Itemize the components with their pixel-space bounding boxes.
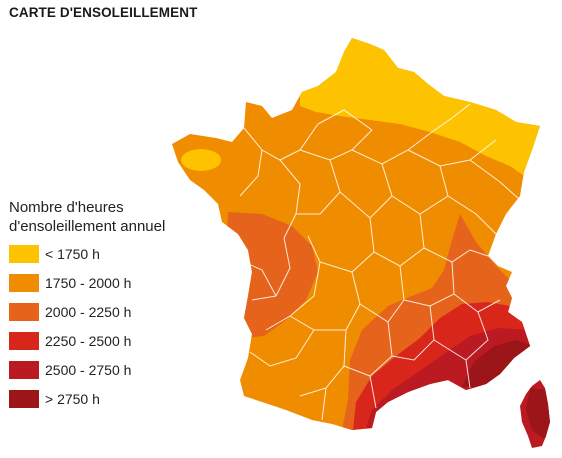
- region-borders: [239, 103, 521, 421]
- legend-item: 2500 - 2750 h: [9, 360, 165, 379]
- legend: Nombre d'heures d'ensoleillement annuel …: [9, 198, 165, 418]
- legend-item: 2250 - 2500 h: [9, 331, 165, 350]
- legend-swatch: [9, 360, 39, 379]
- legend-swatch: [9, 302, 39, 321]
- zone-lt-1750-brittany: [181, 149, 221, 171]
- legend-item: < 1750 h: [9, 244, 165, 263]
- legend-label: 2250 - 2500 h: [45, 332, 132, 349]
- map-title: CARTE D'ENSOLEILLEMENT: [9, 5, 198, 20]
- legend-heading-line2: d'ensoleillement annuel: [9, 218, 166, 235]
- legend-item: 2000 - 2250 h: [9, 302, 165, 321]
- legend-item: > 2750 h: [9, 389, 165, 408]
- legend-swatch: [9, 331, 39, 350]
- legend-swatch: [9, 273, 39, 292]
- legend-label: 1750 - 2000 h: [45, 274, 132, 291]
- legend-heading-line1: Nombre d'heures: [9, 199, 124, 216]
- legend-heading: Nombre d'heures d'ensoleillement annuel: [9, 198, 165, 236]
- legend-label: 2000 - 2250 h: [45, 303, 132, 320]
- legend-label: < 1750 h: [45, 245, 100, 262]
- legend-label: > 2750 h: [45, 390, 100, 407]
- zone-2000-2250-west: [226, 212, 318, 338]
- legend-swatch: [9, 244, 39, 263]
- legend-label: 2500 - 2750 h: [45, 361, 132, 378]
- zone-gt-2750-corsica: [526, 388, 550, 440]
- legend-swatch: [9, 389, 39, 408]
- legend-item: 1750 - 2000 h: [9, 273, 165, 292]
